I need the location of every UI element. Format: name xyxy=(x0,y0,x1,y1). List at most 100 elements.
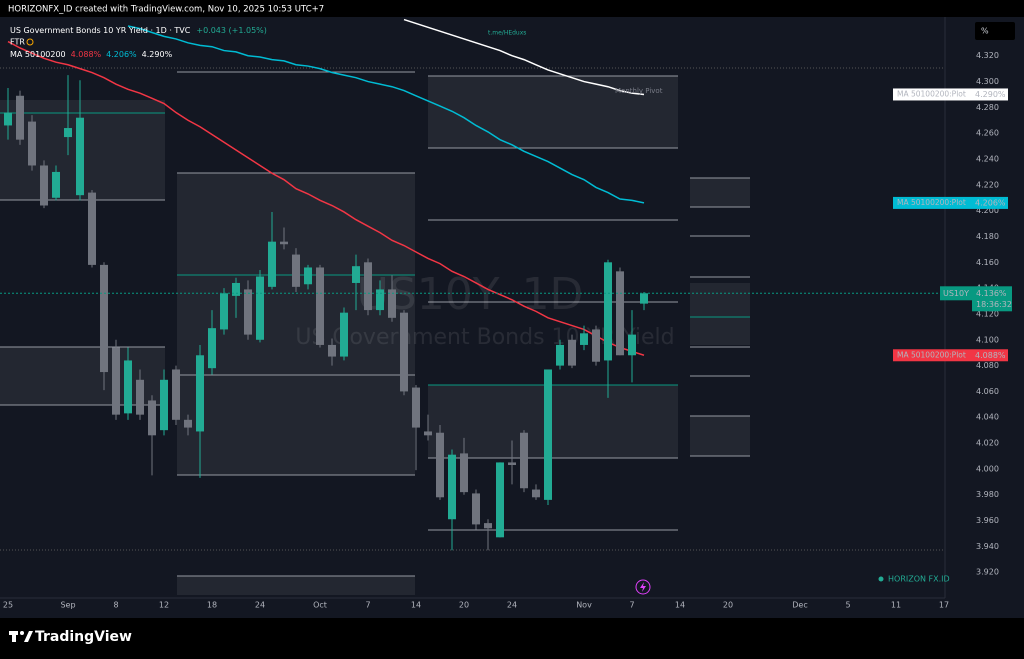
ma-legend-title: MA 50100200 xyxy=(10,50,66,59)
y-tick-label: 4.040 xyxy=(976,413,999,422)
candle-body xyxy=(496,462,504,538)
candle-body xyxy=(448,454,456,520)
ma-legend: MA 50100200 4.088% 4.206% 4.290% xyxy=(10,50,173,59)
ma-line xyxy=(403,18,645,96)
candle-body xyxy=(580,333,588,345)
y-tick-label: 4.240 xyxy=(976,155,999,164)
candle-body xyxy=(544,369,552,500)
ma-value: 4.206% xyxy=(975,198,1006,207)
annotation: t.me/HEduxs xyxy=(488,30,526,37)
candle-body xyxy=(628,334,636,356)
candle-body xyxy=(208,328,216,369)
candle-body xyxy=(388,289,396,318)
y-tick-label: 3.980 xyxy=(976,490,999,499)
annotation: HORIZON FX.ID xyxy=(888,575,950,584)
ma-legend-value: 4.206% xyxy=(106,50,137,59)
candle-body xyxy=(4,112,12,126)
candle-body xyxy=(604,262,612,361)
candle-body xyxy=(220,293,228,330)
x-tick-label: 24 xyxy=(255,601,265,610)
x-tick-label: 24 xyxy=(507,601,517,610)
candle-body xyxy=(364,262,372,311)
y-tick-label: 4.320 xyxy=(976,51,999,60)
last-price-symbol-box xyxy=(940,286,972,301)
candle-body xyxy=(520,432,528,489)
y-tick-label: 3.960 xyxy=(976,516,999,525)
candle-body xyxy=(568,339,576,366)
x-tick-label: 7 xyxy=(365,601,370,610)
candle-body xyxy=(316,267,324,345)
ma-legend-value: 4.290% xyxy=(142,50,173,59)
watermark-interval: 1D xyxy=(522,269,584,320)
ma-legend-value: 4.088% xyxy=(71,50,102,59)
candle-body xyxy=(52,171,60,198)
header-text: HORIZONFX_ID created with TradingView.co… xyxy=(8,5,324,15)
candle-body xyxy=(112,347,120,415)
candle-body xyxy=(616,271,624,356)
ma-line xyxy=(7,40,645,356)
last-price-countdown: 18:36:32 xyxy=(976,300,1012,309)
candle-body xyxy=(400,312,408,392)
y-tick-label: 4.080 xyxy=(976,361,999,370)
ma-name-box xyxy=(893,196,972,209)
x-tick-label: Sep xyxy=(60,601,75,610)
indicator-icon xyxy=(26,38,34,46)
candle-body xyxy=(592,329,600,362)
y-tick-label: 4.000 xyxy=(976,464,999,473)
y-tick-label: 4.200 xyxy=(976,206,999,215)
ma-value-box xyxy=(972,349,1008,362)
candle-body xyxy=(556,344,564,366)
candle-body xyxy=(352,266,360,283)
candle-body xyxy=(16,95,24,140)
unit-button[interactable] xyxy=(975,22,1015,40)
x-tick-label: 5 xyxy=(845,601,850,610)
x-tick-label: 14 xyxy=(411,601,421,610)
zone xyxy=(690,283,750,345)
zone xyxy=(690,178,750,207)
event-icon-bolt xyxy=(640,582,646,592)
ma-name: MA 50100200:Plot xyxy=(897,89,966,98)
ma-name: MA 50100200:Plot xyxy=(897,350,966,359)
zone xyxy=(690,416,750,456)
x-tick-label: 14 xyxy=(675,601,685,610)
y-tick-label: 4.020 xyxy=(976,439,999,448)
y-tick-label: 4.180 xyxy=(976,232,999,241)
ma-name: MA 50100200:Plot xyxy=(897,198,966,207)
event-icon[interactable] xyxy=(635,579,651,595)
candle-body xyxy=(184,419,192,428)
x-tick-label: 20 xyxy=(723,601,733,610)
x-tick-label: 18 xyxy=(207,601,217,610)
ma-value: 4.088% xyxy=(975,351,1006,360)
y-tick-label: 3.920 xyxy=(976,568,999,577)
candle-body xyxy=(280,241,288,245)
candle-body xyxy=(508,462,516,466)
pivot-lines xyxy=(0,71,750,577)
candle-body xyxy=(100,264,108,373)
candle-body xyxy=(304,267,312,285)
y-tick-label: 4.280 xyxy=(976,103,999,112)
candle-body xyxy=(436,432,444,498)
y-tick-label: 4.100 xyxy=(976,335,999,344)
candle-body xyxy=(256,276,264,340)
y-tick-label: 4.120 xyxy=(976,309,999,318)
ma-value: 4.290% xyxy=(975,90,1006,99)
zone xyxy=(177,173,415,475)
chart-background xyxy=(0,17,1024,618)
symbol-legend: US Government Bonds 10 YR Yield · 1D · T… xyxy=(10,26,267,35)
candle-body xyxy=(172,369,180,420)
candle-body xyxy=(340,312,348,357)
candle-body xyxy=(424,431,432,436)
candle-body xyxy=(148,400,156,436)
candle-body xyxy=(76,117,84,196)
candle-body xyxy=(124,360,132,414)
unit-button-label[interactable]: % xyxy=(981,27,989,36)
x-tick-label: 11 xyxy=(891,601,901,610)
candle-body xyxy=(244,289,252,335)
footer-brand: TradingView xyxy=(35,629,132,645)
x-tick-label: 7 xyxy=(629,601,634,610)
candle-body xyxy=(136,379,144,415)
logo-part xyxy=(12,631,16,642)
candle-body xyxy=(28,121,36,166)
candle-body xyxy=(268,241,276,287)
symbol-title: US Government Bonds 10 YR Yield · 1D · T… xyxy=(10,26,191,35)
